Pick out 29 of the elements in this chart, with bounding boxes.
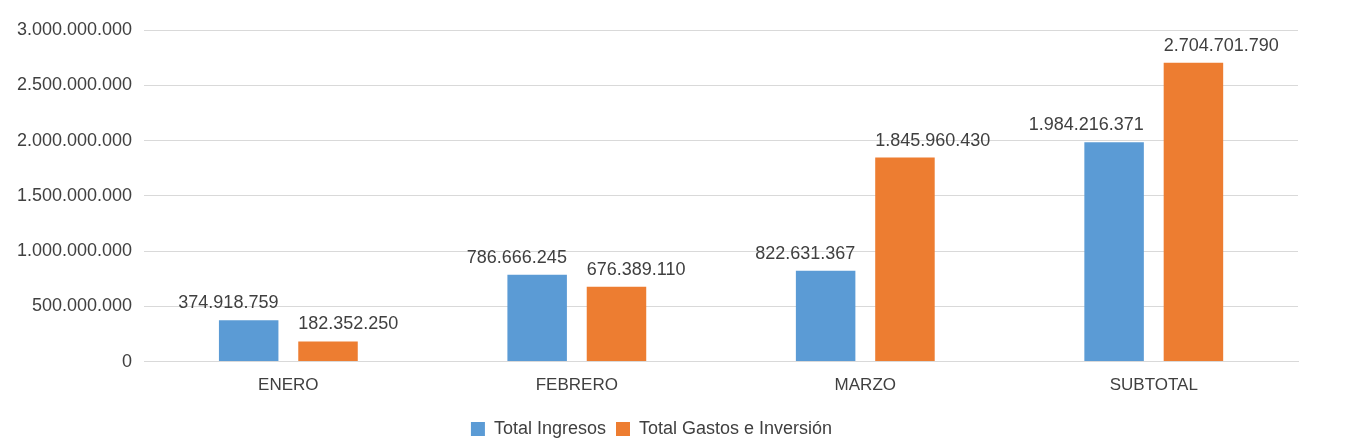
data-label: 374.918.759 — [178, 292, 279, 313]
y-tick-label: 2.500.000.000 — [16, 74, 133, 95]
legend-label: Total Ingresos — [493, 417, 606, 438]
data-label: 182.352.250 — [298, 313, 399, 334]
bar — [795, 270, 856, 362]
data-label: 1.984.216.371 — [1028, 114, 1144, 135]
bar — [875, 157, 935, 362]
x-tick-label: MARZO — [834, 375, 896, 395]
bar — [586, 286, 647, 362]
y-tick-label: 2.000.000.000 — [16, 129, 133, 150]
bar — [218, 320, 279, 362]
y-tick-label: 500.000.000 — [32, 295, 133, 316]
data-label: 786.666.245 — [466, 246, 567, 267]
x-tick-label: ENERO — [258, 375, 319, 395]
legend-label: Total Gastos e Inversión — [638, 417, 833, 438]
bar — [1084, 142, 1144, 362]
y-tick-label: 1.500.000.000 — [16, 184, 133, 205]
x-tick-label: SUBTOTAL — [1109, 375, 1198, 395]
data-label: 1.845.960.430 — [875, 129, 991, 150]
y-tick-label: 3.000.000.000 — [16, 18, 133, 39]
x-tick-label: FEBRERO — [535, 375, 618, 395]
bar — [1163, 62, 1224, 362]
y-tick-label: 1.000.000.000 — [16, 240, 133, 261]
bar — [298, 341, 358, 362]
bar — [507, 274, 567, 362]
data-label: 676.389.110 — [586, 258, 686, 279]
data-label: 822.631.367 — [755, 242, 856, 263]
data-label: 2.704.701.790 — [1163, 34, 1279, 55]
y-tick-label: 0 — [122, 350, 133, 371]
